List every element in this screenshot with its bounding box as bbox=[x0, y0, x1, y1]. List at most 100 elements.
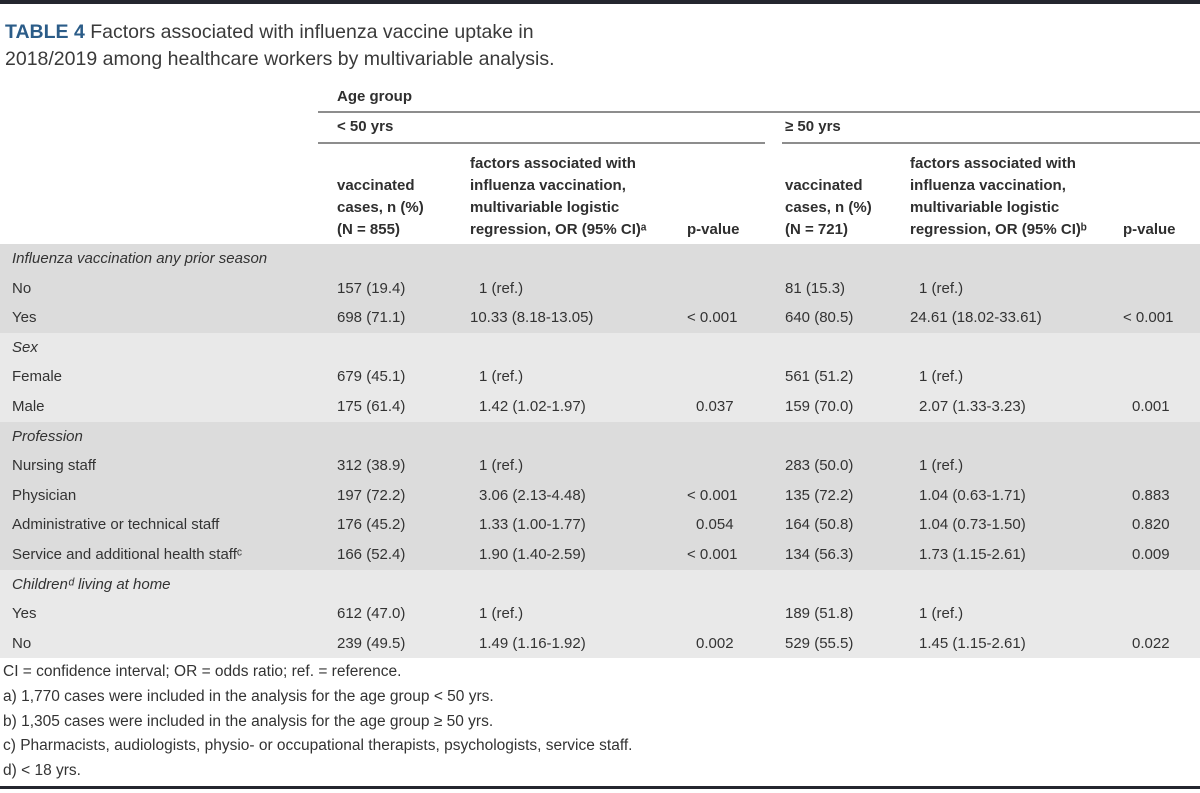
cell: 1 (ref.) bbox=[479, 457, 524, 475]
table-header: Age group < 50 yrs ≥ 50 yrs vaccinated c… bbox=[0, 86, 1200, 244]
cell: 0.001 bbox=[1132, 397, 1170, 415]
cell: 0.820 bbox=[1132, 516, 1170, 534]
header-line: (N = 721) bbox=[785, 221, 848, 238]
cell: 1 (ref.) bbox=[479, 368, 524, 386]
cell: 612 (47.0) bbox=[337, 605, 406, 623]
table-section: Profession Nursing staff 312 (38.9) 1 (ref.… bbox=[0, 421, 1200, 570]
cell: 1 (ref.) bbox=[919, 279, 964, 297]
table-body: Influenza vaccination any prior season No… bbox=[0, 244, 1200, 659]
cell: 1 (ref.) bbox=[479, 605, 524, 623]
col-header-vaccinated-cases-2: vaccinated cases, n (%) (N = 721) bbox=[785, 175, 872, 241]
cell: 1.04 (0.73-1.50) bbox=[919, 516, 1026, 534]
cell: 312 (38.9) bbox=[337, 457, 406, 475]
cell: 1 (ref.) bbox=[479, 279, 524, 297]
header-line: factors associated with bbox=[470, 155, 636, 172]
footnote-c: c) Pharmacists, audiologists, physio- or… bbox=[3, 737, 633, 755]
header-line: cases, n (%) bbox=[785, 199, 872, 216]
header-line: influenza vaccination, bbox=[910, 177, 1066, 194]
table-row: Yes 698 (71.1) 10.33 (8.18-13.05) < 0.001 64… bbox=[0, 303, 1200, 333]
table-row: Male 175 (61.4) 1.42 (1.02-1.97) 0.037 159 (… bbox=[0, 392, 1200, 422]
table-title-line1: TABLE 4 Factors associated with influenz… bbox=[5, 19, 555, 46]
row-label: Male bbox=[12, 397, 45, 415]
cell: 10.33 (8.18-13.05) bbox=[470, 309, 594, 327]
cell: 529 (55.5) bbox=[785, 634, 854, 652]
header-line: vaccinated bbox=[785, 177, 863, 194]
cell: 24.61 (18.02-33.61) bbox=[910, 309, 1042, 327]
cell: 3.06 (2.13-4.48) bbox=[479, 486, 586, 504]
row-label: Physician bbox=[12, 486, 77, 504]
table-row: Administrative or technical staff 176 (45… bbox=[0, 510, 1200, 540]
cell: < 0.001 bbox=[1123, 309, 1174, 327]
header-line: regression, OR (95% CI)ᵃ bbox=[470, 221, 647, 238]
cell: 166 (52.4) bbox=[337, 545, 406, 563]
group-under-50-label: < 50 yrs bbox=[337, 118, 394, 135]
table-row: Female 679 (45.1) 1 (ref.) 561 (51.2) 1 (ref… bbox=[0, 362, 1200, 392]
table-row: Yes 612 (47.0) 1 (ref.) 189 (51.8) 1 (ref.) bbox=[0, 599, 1200, 629]
cell: 176 (45.2) bbox=[337, 516, 406, 534]
cell: 640 (80.5) bbox=[785, 309, 854, 327]
section-header-row: Influenza vaccination any prior season bbox=[0, 244, 1200, 274]
cell: 0.037 bbox=[696, 397, 734, 415]
cell: 1.45 (1.15-2.61) bbox=[919, 634, 1026, 652]
table-section: Childrenᵈ living at home Yes 612 (47.0) 1 (… bbox=[0, 569, 1200, 659]
header-line: cases, n (%) bbox=[337, 199, 424, 216]
table-section: Sex Female 679 (45.1) 1 (ref.) 561 (51.2) 1 (… bbox=[0, 332, 1200, 422]
cell: < 0.001 bbox=[687, 486, 738, 504]
table-caption-line1: Factors associated with influenza vaccin… bbox=[90, 21, 534, 43]
row-label: Administrative or technical staff bbox=[12, 516, 220, 534]
age-group-header: Age group bbox=[337, 88, 412, 105]
table-number: TABLE 4 bbox=[5, 21, 85, 43]
header-line: influenza vaccination, bbox=[470, 177, 626, 194]
col-header-odds-ratio-1: factors associated with influenza vaccin… bbox=[470, 153, 647, 241]
cell: 0.883 bbox=[1132, 486, 1170, 504]
group-under-50-rule bbox=[318, 142, 765, 144]
cell: 1 (ref.) bbox=[919, 457, 964, 475]
cell: 157 (19.4) bbox=[337, 279, 406, 297]
cell: 0.022 bbox=[1132, 634, 1170, 652]
row-label: No bbox=[12, 279, 32, 297]
cell: 0.009 bbox=[1132, 545, 1170, 563]
table-row: Physician 197 (72.2) 3.06 (2.13-4.48) < 0.0… bbox=[0, 481, 1200, 511]
cell: 1.73 (1.15-2.61) bbox=[919, 545, 1026, 563]
section-header: Influenza vaccination any prior season bbox=[12, 250, 268, 267]
cell: 134 (56.3) bbox=[785, 545, 854, 563]
section-header-row: Profession bbox=[0, 422, 1200, 452]
col-header-pvalue-1: p-value bbox=[687, 221, 740, 238]
table-section: Influenza vaccination any prior season No… bbox=[0, 244, 1200, 333]
table-row: No 157 (19.4) 1 (ref.) 81 (15.3) 1 (ref.) bbox=[0, 274, 1200, 304]
cell: 81 (15.3) bbox=[785, 279, 846, 297]
cell: 1.33 (1.00-1.77) bbox=[479, 516, 586, 534]
row-label: No bbox=[12, 634, 32, 652]
cell: 197 (72.2) bbox=[337, 486, 406, 504]
cell: 0.002 bbox=[696, 634, 734, 652]
cell: 175 (61.4) bbox=[337, 397, 406, 415]
cell: 1 (ref.) bbox=[919, 605, 964, 623]
cell: 561 (51.2) bbox=[785, 368, 854, 386]
header-line: regression, OR (95% CI)ᵇ bbox=[910, 221, 1087, 238]
cell: < 0.001 bbox=[687, 545, 738, 563]
footnote-a: a) 1,770 cases were included in the anal… bbox=[3, 687, 494, 705]
group-50-plus-rule bbox=[782, 142, 1200, 144]
header-line: multivariable logistic bbox=[910, 199, 1060, 216]
table-row: Service and additional health staffᶜ 166 … bbox=[0, 540, 1200, 570]
col-header-odds-ratio-2: factors associated with influenza vaccin… bbox=[910, 153, 1087, 241]
top-border bbox=[0, 0, 1200, 4]
table-row: No 239 (49.5) 1.49 (1.16-1.92) 0.002 529 (55… bbox=[0, 629, 1200, 659]
cell: 283 (50.0) bbox=[785, 457, 854, 475]
section-header: Profession bbox=[12, 427, 83, 445]
row-label: Nursing staff bbox=[12, 457, 96, 475]
cell: 135 (72.2) bbox=[785, 486, 854, 504]
cell: 2.07 (1.33-3.23) bbox=[919, 397, 1026, 415]
table-caption-line2: 2018/2019 among healthcare workers by mu… bbox=[5, 48, 555, 70]
section-header: Childrenᵈ living at home bbox=[12, 575, 171, 593]
cell: 679 (45.1) bbox=[337, 368, 406, 386]
row-label: Female bbox=[12, 368, 63, 386]
footnote-abbreviations: CI = confidence interval; OR = odds rati… bbox=[3, 663, 402, 680]
cell: 1 (ref.) bbox=[919, 368, 964, 386]
bottom-border bbox=[0, 786, 1200, 789]
row-label: Yes bbox=[12, 309, 37, 327]
cell: 239 (49.5) bbox=[337, 634, 406, 652]
table-footnotes: CI = confidence interval; OR = odds rati… bbox=[3, 660, 632, 784]
cell: 698 (71.1) bbox=[337, 309, 406, 327]
